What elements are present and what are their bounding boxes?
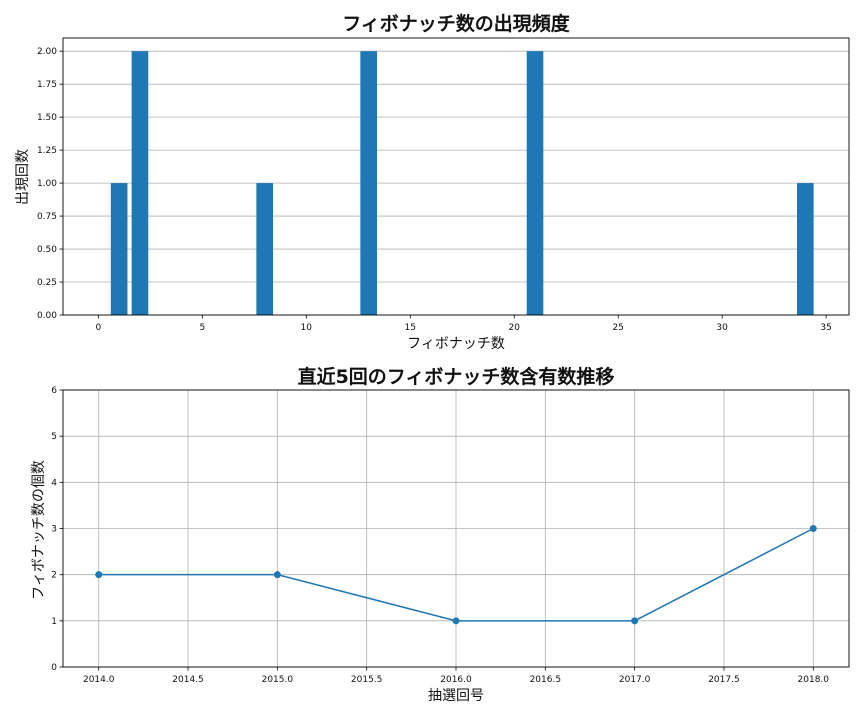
bar-1 [110, 183, 128, 315]
bar-8 [256, 183, 274, 315]
x-tick-label: 2015.0 [262, 675, 294, 685]
x-tick-label: 2016.5 [530, 675, 562, 685]
bar-chart-title: フィボナッチ数の出現頻度 [342, 12, 571, 35]
x-tick-label: 20 [508, 323, 520, 333]
y-tick-label: 6 [51, 386, 57, 396]
bar-chart-x-ticks: 0 5 10 15 20 25 30 35 [95, 315, 832, 333]
bar-21 [526, 51, 544, 315]
bar-chart-bars [110, 51, 814, 315]
y-tick-label: 1.25 [37, 146, 57, 156]
line-chart-x-ticks: 2014.0 2014.5 2015.0 2015.5 2016.0 2016.5 2017… [83, 667, 829, 685]
bar-chart-y-ticks: 0.00 0.25 0.50 0.75 1.00 1.25 1.50 1.75 2.00 [37, 47, 63, 321]
x-tick-label: 2014.5 [172, 675, 204, 685]
x-tick-label: 2017.0 [619, 675, 651, 685]
bar-13 [360, 51, 377, 315]
y-tick-label: 2.00 [37, 47, 57, 57]
y-tick-label: 1.50 [37, 113, 57, 123]
y-tick-label: 0 [51, 663, 57, 673]
x-tick-label: 35 [820, 323, 831, 333]
line-chart-title: 直近5回のフィボナッチ数含有数推移 [298, 365, 615, 388]
line-chart-x-label: 抽選回号 [428, 688, 484, 704]
y-tick-label: 0.50 [37, 245, 57, 255]
y-tick-label: 1.00 [37, 179, 57, 189]
y-tick-label: 2 [51, 571, 57, 581]
point-2018 [809, 525, 817, 532]
y-tick-label: 4 [51, 478, 57, 488]
x-tick-label: 5 [199, 323, 205, 333]
x-tick-label: 10 [301, 323, 313, 333]
x-tick-label: 25 [612, 323, 623, 333]
x-tick-label: 30 [716, 323, 728, 333]
y-tick-label: 0.25 [37, 278, 57, 288]
y-tick-label: 0.00 [37, 311, 57, 321]
x-tick-label: 2014.0 [83, 675, 115, 685]
x-tick-label: 0 [95, 323, 101, 333]
point-2014 [95, 571, 103, 579]
bar-34 [797, 183, 814, 315]
line-chart-y-ticks: 0 1 2 3 4 5 6 [51, 386, 63, 673]
bar-chart-grid [63, 50, 849, 316]
y-tick-label: 1 [51, 617, 57, 627]
line-chart-grid [63, 389, 849, 668]
x-tick-label: 2015.5 [351, 675, 383, 685]
point-2015 [273, 571, 281, 579]
bar-chart-y-label: 出現回数 [15, 149, 31, 205]
x-tick-label: 15 [405, 323, 416, 333]
bar-2 [131, 51, 149, 315]
line-chart-y-label: フィボナッチ数の個数 [31, 460, 47, 600]
point-2017 [631, 617, 639, 625]
y-tick-label: 0.75 [37, 212, 57, 222]
bar-chart: フィボナッチ数の出現頻度 0 5 10 15 20 25 30 35 0.00 0.25 0.50… [15, 12, 850, 352]
line-chart-points [95, 525, 817, 625]
y-tick-label: 3 [51, 525, 57, 535]
line-chart: 直近5回のフィボナッチ数含有数推移 2014.0 2014.5 2015.0 2015… [31, 365, 850, 704]
bar-chart-frame [62, 37, 850, 316]
y-tick-label: 5 [51, 432, 57, 442]
x-tick-label: 2016.0 [440, 675, 472, 685]
y-tick-label: 1.75 [37, 80, 57, 90]
x-tick-label: 2017.5 [708, 675, 740, 685]
point-2016 [452, 617, 460, 625]
bar-chart-x-label: フィボナッチ数 [407, 336, 505, 352]
x-tick-label: 2018.0 [798, 675, 830, 685]
